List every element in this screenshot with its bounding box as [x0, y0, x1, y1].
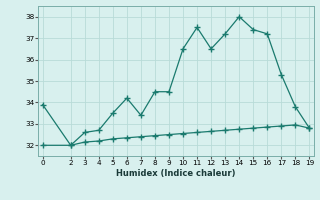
X-axis label: Humidex (Indice chaleur): Humidex (Indice chaleur) — [116, 169, 236, 178]
